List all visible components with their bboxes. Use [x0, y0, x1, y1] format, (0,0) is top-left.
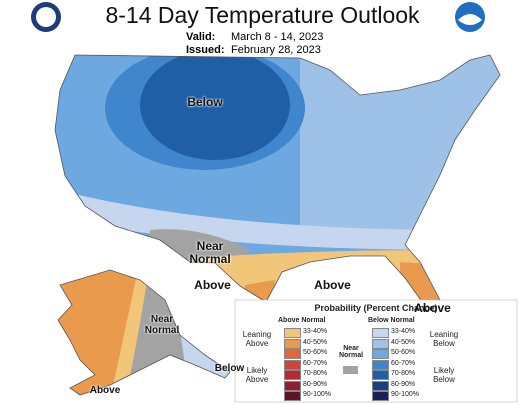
legend-label: 80-90%: [303, 380, 328, 388]
legend-swatch: [372, 370, 389, 380]
map-label: Above: [89, 385, 121, 396]
title: 8-14 Day Temperature Outlook: [105, 2, 420, 28]
legend-label: 60-70%: [303, 359, 328, 367]
map-label: Near Normal: [189, 239, 231, 266]
legend-swatch: [284, 338, 301, 349]
legend-swatch: [372, 380, 389, 391]
legend-label: 90-100%: [303, 391, 332, 398]
legend-group: Likely Above: [245, 366, 269, 384]
legend-swatch: [372, 359, 389, 370]
legend-swatch: [284, 328, 301, 338]
legend-label: 33-40%: [391, 328, 416, 335]
legend-heading: Below Normal: [368, 317, 415, 324]
legend-group: Leaning Above: [242, 330, 272, 348]
legend-label: 50-60%: [303, 349, 328, 356]
legend-heading: Near Normal: [338, 345, 364, 359]
map-label: Below: [214, 363, 245, 374]
legend-swatch: [284, 370, 301, 380]
legend-swatch: [284, 359, 301, 370]
legend-swatch: [284, 349, 301, 359]
legend-label: 50-60%: [391, 349, 416, 356]
map-label: Below: [187, 95, 223, 109]
legend-label: 90-100%: [391, 391, 420, 398]
legend-swatch: [372, 391, 389, 401]
legend-label: 40-50%: [303, 338, 328, 346]
legend-swatch: [284, 380, 301, 391]
legend-group: Leaning Below: [429, 330, 459, 348]
legend-group: Likely Below: [433, 366, 455, 384]
legend-label: 80-90%: [391, 380, 416, 388]
legend-swatch: [372, 328, 389, 338]
legend-title: Probability (Percent Chance): [314, 303, 438, 313]
legend-swatch: [284, 391, 301, 401]
issued: February 28, 2023: [231, 44, 321, 56]
valid: March 8 - 14, 2023: [231, 31, 324, 43]
legend-swatch: [372, 338, 389, 349]
legend-label: 70-80%: [391, 370, 416, 377]
legend-label: 40-50%: [391, 338, 416, 346]
legend-label: 33-40%: [303, 328, 328, 335]
map-label: Above: [414, 301, 451, 315]
alaska-outline: [57, 269, 231, 396]
legend-label: 70-80%: [303, 370, 328, 377]
legend-swatch: [372, 349, 389, 359]
legend-swatch: [343, 366, 358, 374]
issued-label: Issued:: [186, 44, 225, 56]
map-label: Above: [194, 278, 231, 292]
legend-heading: Above Normal: [278, 317, 326, 324]
valid-label: Valid:: [186, 31, 216, 43]
legend-label: 60-70%: [391, 359, 416, 367]
map-label: Near Normal: [144, 314, 180, 336]
map-label: Above: [314, 278, 351, 292]
